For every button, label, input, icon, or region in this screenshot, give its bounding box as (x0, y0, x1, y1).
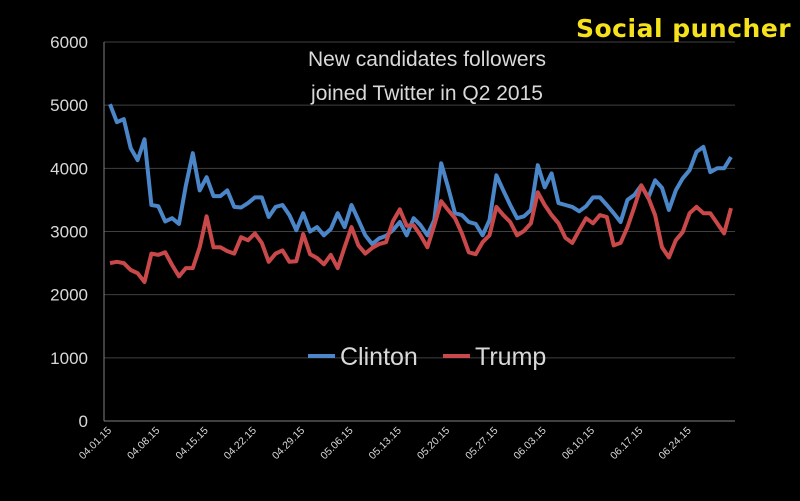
x-tick-label: 05.13.15 (367, 425, 404, 462)
series-line-trump (109, 183, 733, 284)
x-tick-label: 06.17.15 (608, 425, 645, 462)
x-tick-label: 04.08.15 (125, 425, 162, 462)
legend-label-clinton: Clinton (340, 343, 418, 371)
x-tick-label: 06.24.15 (656, 425, 693, 462)
y-tick-label: 3000 (50, 223, 88, 242)
y-tick-label: 4000 (50, 159, 88, 178)
x-tick-label: 04.15.15 (173, 425, 210, 462)
series-line-clinton (108, 103, 733, 247)
social-puncher-logo: Social puncher (576, 14, 792, 43)
x-tick-label: 05.20.15 (415, 425, 452, 462)
y-tick-label: 5000 (50, 96, 88, 115)
x-tick-label: 04.29.15 (270, 425, 307, 462)
x-tick-label: 06.03.15 (511, 425, 548, 462)
x-tick-label: 04.22.15 (222, 425, 259, 462)
x-tick-label: 05.27.15 (463, 425, 500, 462)
y-tick-label: 6000 (50, 33, 88, 52)
y-tick-label: 2000 (50, 286, 88, 305)
chart-title-line-2: joined Twitter in Q2 2015 (310, 82, 543, 105)
legend: Clinton Trump (308, 343, 546, 371)
x-tick-label: 05.06.15 (318, 425, 355, 462)
chart-title-line-1: New candidates followers (308, 48, 546, 71)
y-tick-label: 0 (79, 412, 88, 431)
legend-label-trump: Trump (475, 343, 546, 371)
x-tick-label: 06.10.15 (560, 425, 597, 462)
y-tick-label: 1000 (50, 349, 88, 368)
